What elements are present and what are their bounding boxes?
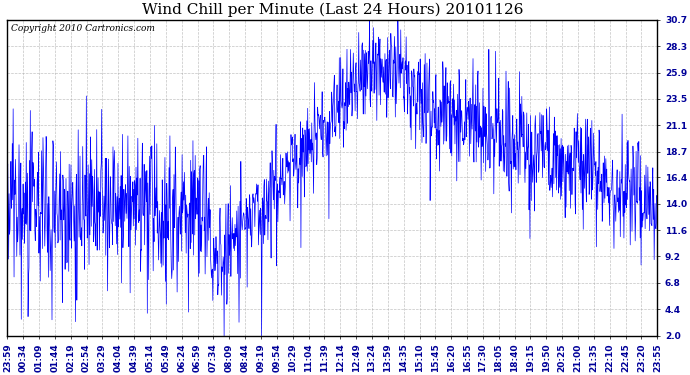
Text: Copyright 2010 Cartronics.com: Copyright 2010 Cartronics.com [10,24,155,33]
Title: Wind Chill per Minute (Last 24 Hours) 20101126: Wind Chill per Minute (Last 24 Hours) 20… [141,3,523,17]
